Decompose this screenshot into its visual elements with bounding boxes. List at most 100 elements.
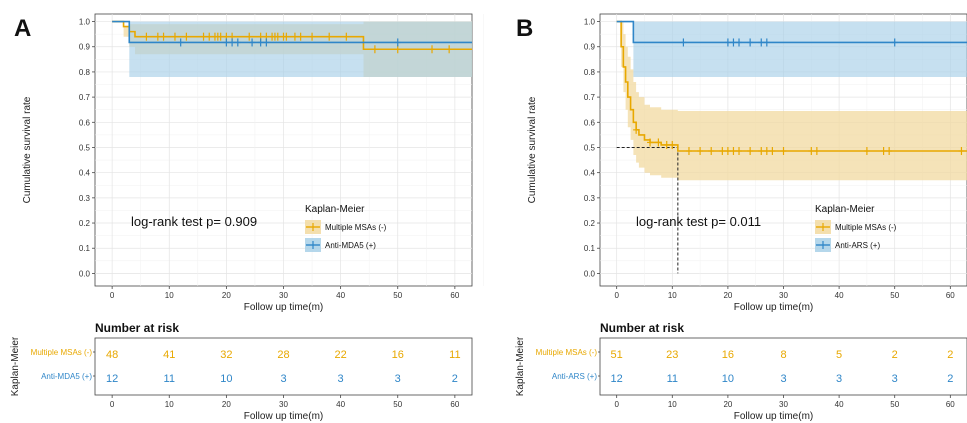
ci-band-msa-neg <box>616 21 967 181</box>
x-tick-label: 50 <box>393 291 402 300</box>
risk-value: 2 <box>947 373 953 385</box>
risk-value: 41 <box>163 349 175 361</box>
risk-value: 3 <box>280 373 286 385</box>
panel-letter: B <box>516 15 533 42</box>
risk-table-title: Number at risk <box>95 321 179 335</box>
risk-x-tick-label: 20 <box>222 400 231 409</box>
x-axis-title: Follow up time(m) <box>734 302 813 313</box>
y-axis-title: Cumulative survival rate <box>527 96 538 203</box>
risk-x-tick-label: 30 <box>279 400 288 409</box>
risk-value: 12 <box>106 373 118 385</box>
risk-x-axis-title: Follow up time(m) <box>734 411 813 422</box>
risk-y-axis-title: Kaplan-Meier <box>515 336 526 396</box>
x-tick-label: 0 <box>614 291 619 300</box>
y-tick-label: 0.7 <box>584 93 596 102</box>
y-tick-label: 0.0 <box>584 269 596 278</box>
x-tick-label: 0 <box>110 291 115 300</box>
risk-value: 23 <box>666 349 678 361</box>
y-tick-label: 0.4 <box>79 169 91 178</box>
plot-content <box>112 20 472 78</box>
legend-title: Kaplan-Meier <box>815 204 875 215</box>
risk-value: 11 <box>667 373 678 385</box>
risk-value: 16 <box>392 349 404 361</box>
x-tick-label: 20 <box>222 291 231 300</box>
x-tick-label: 20 <box>723 291 732 300</box>
y-tick-label: 0.9 <box>584 43 596 52</box>
y-tick-label: 1.0 <box>79 18 91 27</box>
risk-x-tick-label: 40 <box>336 400 345 409</box>
risk-x-tick-label: 60 <box>946 400 955 409</box>
panel-letter: A <box>14 15 31 42</box>
risk-row-label: Anti-MDA5 (+) <box>41 372 92 381</box>
risk-value: 2 <box>452 373 458 385</box>
risk-x-tick-label: 10 <box>668 400 677 409</box>
risk-x-tick-label: 0 <box>614 400 619 409</box>
plot-content <box>616 20 967 274</box>
risk-value: 5 <box>836 349 842 361</box>
legend-label: Anti-ARS (+) <box>835 241 880 250</box>
risk-x-tick-label: 20 <box>723 400 732 409</box>
y-axis-title: Cumulative survival rate <box>22 96 33 203</box>
risk-value: 3 <box>836 373 842 385</box>
x-tick-label: 60 <box>946 291 955 300</box>
legend: Kaplan-Meier Multiple MSAs (-) Anti-MDA5 (… <box>305 204 387 252</box>
ci-band-antibody-pos <box>616 21 967 78</box>
risk-value: 2 <box>947 349 953 361</box>
y-tick-label: 0.2 <box>584 219 596 228</box>
survival-curve-antibody-pos <box>112 20 472 44</box>
risk-value: 3 <box>780 373 786 385</box>
y-tick-label: 0.9 <box>79 43 91 52</box>
x-tick-label: 10 <box>668 291 677 300</box>
ci-band-antibody-pos <box>112 21 472 78</box>
risk-table-frame <box>94 337 473 396</box>
risk-x-axis-title: Follow up time(m) <box>244 411 323 422</box>
x-axis-title: Follow up time(m) <box>244 302 323 313</box>
y-tick-label: 0.8 <box>79 68 91 77</box>
y-tick-label: 0.5 <box>79 143 91 152</box>
risk-value: 16 <box>722 349 734 361</box>
risk-row-label: Anti-ARS (+) <box>552 372 597 381</box>
x-tick-label: 30 <box>779 291 788 300</box>
y-tick-label: 0.6 <box>79 118 91 127</box>
y-tick-label: 0.8 <box>584 68 596 77</box>
panel-B: B0.00.10.20.30.40.50.60.70.80.91.00 10 20 3… <box>515 13 967 422</box>
risk-row-label: Multiple MSAs (-) <box>536 348 598 357</box>
risk-row-label: Multiple MSAs (-) <box>31 348 93 357</box>
y-tick-label: 0.3 <box>584 194 596 203</box>
legend-title: Kaplan-Meier <box>305 204 365 215</box>
survival-curve-antibody-pos <box>616 20 967 44</box>
y-tick-label: 1.0 <box>584 18 596 27</box>
risk-value: 22 <box>334 349 346 361</box>
risk-x-tick-label: 30 <box>779 400 788 409</box>
risk-value: 32 <box>220 349 232 361</box>
y-tick-label: 0.6 <box>584 118 596 127</box>
x-tick-label: 50 <box>890 291 899 300</box>
risk-value: 11 <box>449 349 460 361</box>
risk-value: 12 <box>611 373 623 385</box>
risk-value: 48 <box>106 349 118 361</box>
risk-x-tick-label: 10 <box>165 400 174 409</box>
y-tick-label: 0.4 <box>584 169 596 178</box>
risk-y-axis-title: Kaplan-Meier <box>10 336 21 396</box>
y-tick-label: 0.5 <box>584 143 596 152</box>
risk-x-tick-label: 50 <box>393 400 402 409</box>
x-tick-label: 60 <box>450 291 459 300</box>
y-tick-label: 0.0 <box>79 269 91 278</box>
risk-value: 3 <box>892 373 898 385</box>
risk-value: 51 <box>611 349 623 361</box>
risk-x-tick-label: 60 <box>450 400 459 409</box>
risk-value: 10 <box>722 373 734 385</box>
x-tick-label: 30 <box>279 291 288 300</box>
x-tick-label: 40 <box>336 291 345 300</box>
risk-x-tick-label: 50 <box>890 400 899 409</box>
legend: Kaplan-Meier Multiple MSAs (-) Anti-ARS (+… <box>815 204 897 252</box>
y-tick-label: 0.3 <box>79 194 91 203</box>
x-tick-label: 10 <box>165 291 174 300</box>
legend-label: Multiple MSAs (-) <box>835 223 897 232</box>
risk-table-frame <box>599 337 967 396</box>
log-rank-annotation: log-rank test p= 0.011 <box>636 214 761 229</box>
risk-table-title: Number at risk <box>600 321 684 335</box>
risk-value: 28 <box>277 349 289 361</box>
risk-value: 3 <box>338 373 344 385</box>
